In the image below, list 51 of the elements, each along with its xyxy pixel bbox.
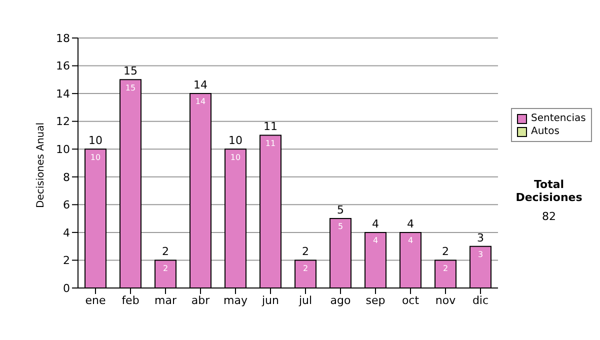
text: Total Decisiones [514,178,584,204]
x-tick-label: abr [191,294,210,307]
data-label: 2 [162,264,168,273]
y-tick-label: 0 [63,282,70,295]
data-label: 10 [230,152,241,162]
y-tick-label: 2 [63,254,70,268]
x-tick-label: dic [472,294,489,307]
x-tick-label: may [224,294,248,307]
data-label: 2 [302,264,308,273]
total-label: 15 [124,64,138,78]
data-label: 11 [265,138,276,148]
x-tick-label: ago [330,294,351,307]
y-tick-label: 10 [56,143,70,156]
y-tick-label: 14 [56,87,70,100]
x-tick-label: sep [366,294,386,307]
data-label: 4 [372,236,378,246]
y-tick-label: 4 [63,226,70,240]
total-label: 10 [228,134,242,148]
total-label: 11 [264,120,278,134]
y-tick-label: 16 [56,60,70,73]
total-label: 2 [302,245,309,258]
x-tick-label: jun [261,294,280,307]
x-tick-label: mar [154,294,177,307]
y-tick-label: 6 [63,198,70,212]
data-label: 10 [90,152,101,162]
x-tick-label: oct [402,294,420,307]
data-label: 2 [442,264,448,273]
y-tick-label: 18 [56,32,70,45]
data-label: 3 [478,250,484,260]
total-label: 4 [407,217,414,230]
total-label: 14 [194,78,208,92]
data-label: 14 [195,97,206,106]
total-label: 2 [442,245,449,258]
x-tick-label: ene [85,294,106,307]
data-label: 5 [338,222,344,232]
total-label: 4 [372,217,379,230]
total-label: 10 [88,134,102,148]
y-tick-label: 8 [63,170,70,184]
x-tick-label: feb [122,294,140,307]
y-axis-title: Decisiones Anual [36,122,47,208]
total-label: 3 [477,231,484,244]
y-tick-label: 12 [56,115,70,128]
total-label: 5 [337,204,344,217]
x-tick-label: nov [435,294,456,307]
total-label: 2 [162,245,169,258]
data-label: 4 [408,236,414,246]
data-label: 15 [125,83,136,92]
legend-label: Autos [531,125,560,138]
text: 82 [541,210,557,223]
legend-label: Sentencias [531,112,586,125]
x-tick-label: jul [298,294,312,307]
